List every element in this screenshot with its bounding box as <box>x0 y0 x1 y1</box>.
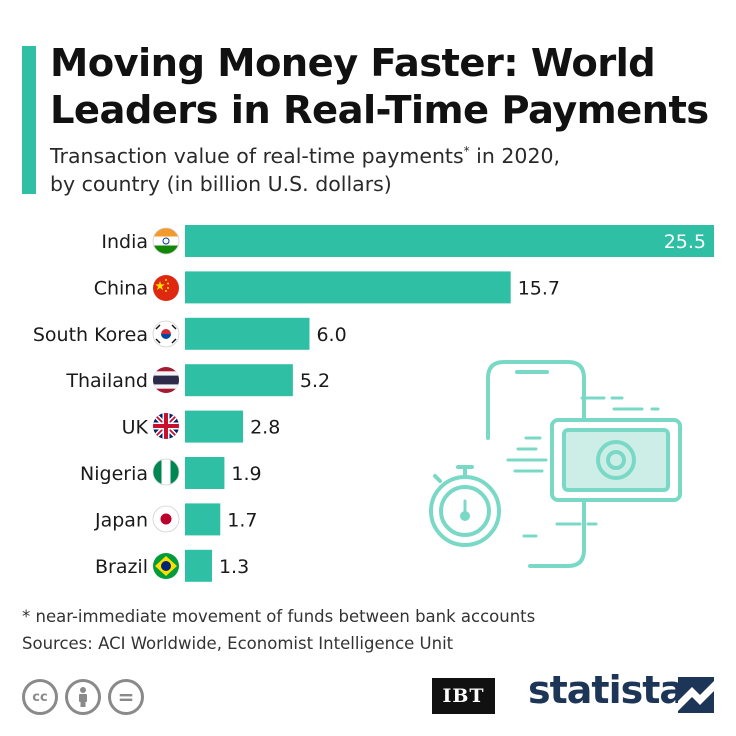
value-label: 1.7 <box>227 509 257 531</box>
chart-title: Moving Money Faster: World Leaders in Re… <box>50 41 709 133</box>
category-label: Brazil <box>95 556 148 578</box>
country-flags <box>152 227 180 579</box>
license-icons: cc = <box>22 679 144 715</box>
accent-bar <box>22 46 36 194</box>
value-label: 15.7 <box>518 277 560 299</box>
statista-mark-icon <box>678 677 714 713</box>
thailand-flag-icon <box>153 367 179 393</box>
bar <box>185 271 511 304</box>
category-label: UK <box>122 417 149 439</box>
banknote-icon <box>550 418 682 502</box>
cc-icon[interactable]: cc <box>22 679 58 715</box>
bars-group: India 25.5 China 15.7 South Korea 6.0 Thailand… <box>33 225 714 582</box>
category-label: Nigeria <box>80 463 148 485</box>
value-label: 2.8 <box>250 417 280 439</box>
sources: Sources: ACI Worldwide, Economist Intell… <box>22 634 454 653</box>
bar <box>185 457 225 489</box>
bar-chart: India 25.5 China 15.7 South Korea 6.0 Thailand… <box>33 225 714 582</box>
bar <box>185 503 221 536</box>
value-label: 1.9 <box>231 463 261 485</box>
footnote: * near-immediate movement of funds betwe… <box>22 607 536 626</box>
bar <box>185 317 310 350</box>
category-label: India <box>101 231 148 253</box>
statista-logo[interactable]: statista <box>528 668 685 712</box>
india-flag-icon <box>152 227 180 255</box>
brazil-flag-icon <box>153 553 179 579</box>
stopwatch-icon <box>429 465 501 547</box>
japan-flag-icon <box>152 505 180 533</box>
subtitle-text: Transaction value of real-time payments <box>50 144 464 168</box>
uk-flag-icon <box>153 413 179 439</box>
category-label: Japan <box>94 509 148 531</box>
bar <box>185 549 212 582</box>
nigeria-flag-icon <box>152 458 180 486</box>
value-label: 5.2 <box>300 370 330 392</box>
ibt-logo[interactable]: IBT <box>432 678 495 714</box>
china-flag-icon <box>153 275 179 301</box>
south-korea-flag-icon <box>152 320 180 348</box>
bar <box>185 225 714 257</box>
category-label: Thailand <box>65 370 148 392</box>
bar <box>185 364 293 397</box>
chart-subtitle: Transaction value of real-time payments*… <box>50 142 730 198</box>
subtitle-asterisk: * <box>463 144 470 159</box>
bar <box>185 410 244 443</box>
category-label: China <box>94 277 148 299</box>
subtitle-text-rest: in 2020, <box>469 144 561 168</box>
subtitle-line2: by country (in billion U.S. dollars) <box>50 172 392 196</box>
attribution-icon[interactable] <box>65 679 101 715</box>
no-derivatives-icon[interactable]: = <box>108 679 144 715</box>
category-label: South Korea <box>33 324 148 346</box>
phone-outline <box>486 360 586 568</box>
value-label: 1.3 <box>219 556 249 578</box>
motion-lines <box>506 396 660 538</box>
payment-illustration <box>429 360 682 568</box>
value-label: 25.5 <box>664 231 706 253</box>
value-label: 6.0 <box>316 324 346 346</box>
